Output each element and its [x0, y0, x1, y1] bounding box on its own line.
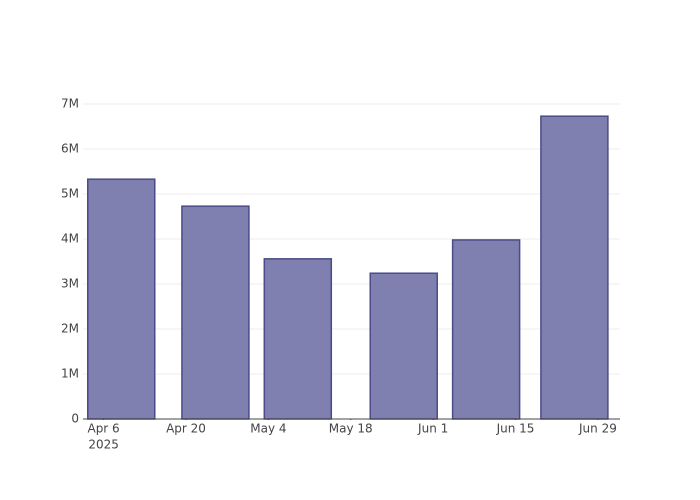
x-tick-label: Jun 15	[496, 422, 535, 436]
x-tick-label: Jun 1	[417, 422, 448, 436]
y-tick-label: 4M	[61, 232, 79, 246]
bar	[181, 205, 250, 420]
bar	[451, 239, 521, 420]
bar	[87, 178, 156, 420]
y-tick-label: 3M	[61, 277, 79, 291]
bar	[369, 272, 438, 420]
y-tick-label: 5M	[61, 187, 79, 201]
x-tick-label: Jun 29	[578, 422, 617, 436]
x-tick-label: May 4	[250, 422, 286, 436]
x-tick-label: May 18	[329, 422, 373, 436]
x-tick-label: Apr 6	[87, 422, 119, 436]
bar	[540, 115, 609, 420]
y-tick-label: 1M	[61, 367, 79, 381]
x-tick-label: Apr 20	[166, 422, 206, 436]
y-tick-label: 6M	[61, 142, 79, 156]
y-tick-label: 0	[71, 412, 79, 426]
bar	[263, 258, 333, 420]
x-year-label: 2025	[88, 438, 119, 452]
y-tick-label: 7M	[61, 97, 79, 111]
y-tick-label: 2M	[61, 322, 79, 336]
